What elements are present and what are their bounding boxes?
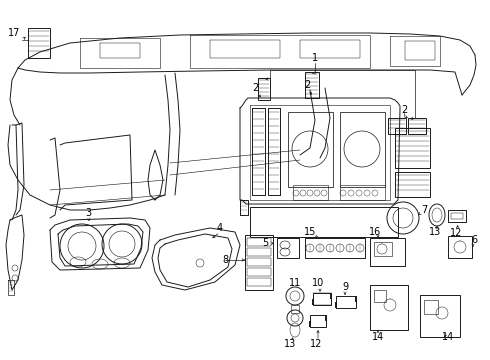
Bar <box>370 238 405 266</box>
Bar <box>291 305 299 313</box>
Bar <box>370 285 408 330</box>
Text: 14: 14 <box>372 332 384 342</box>
Bar <box>336 296 356 308</box>
Bar <box>293 185 328 200</box>
Text: 1: 1 <box>312 53 318 63</box>
Text: 16: 16 <box>369 227 381 237</box>
Bar <box>340 185 385 200</box>
Bar <box>305 72 319 98</box>
Text: 8: 8 <box>222 255 228 265</box>
Text: 12: 12 <box>450 228 462 238</box>
Bar <box>247 278 271 286</box>
Text: 13: 13 <box>284 339 296 349</box>
Bar <box>258 78 270 100</box>
Text: 11: 11 <box>289 278 301 288</box>
Bar <box>408 118 426 134</box>
Bar <box>305 238 365 258</box>
Bar <box>451 213 463 219</box>
Text: 15: 15 <box>304 227 316 237</box>
Bar <box>277 238 299 258</box>
Text: 2: 2 <box>252 83 258 93</box>
Text: 9: 9 <box>342 282 348 292</box>
Text: 7: 7 <box>421 205 427 215</box>
Text: 14: 14 <box>442 332 454 342</box>
Text: 2: 2 <box>401 105 407 115</box>
Bar <box>310 315 326 327</box>
Bar <box>245 235 273 290</box>
Bar <box>448 210 466 222</box>
Bar <box>247 268 271 276</box>
Text: 3: 3 <box>85 208 91 218</box>
Bar <box>374 290 386 302</box>
Text: 17: 17 <box>8 28 20 38</box>
Text: 12: 12 <box>310 339 322 349</box>
Bar <box>420 295 460 337</box>
Bar <box>313 293 331 305</box>
Text: 2: 2 <box>304 80 310 90</box>
Bar <box>448 236 472 258</box>
Bar <box>395 172 430 197</box>
Bar <box>247 248 271 256</box>
Text: 4: 4 <box>217 223 223 233</box>
Bar <box>395 128 430 168</box>
Bar <box>250 207 398 237</box>
Bar <box>340 112 385 187</box>
Text: 13: 13 <box>429 227 441 237</box>
Bar <box>424 300 438 314</box>
Bar <box>288 112 333 187</box>
Bar <box>374 242 392 256</box>
Bar <box>388 118 406 134</box>
Bar <box>247 258 271 266</box>
Text: 5: 5 <box>262 238 268 248</box>
Bar <box>247 238 271 246</box>
Bar <box>28 28 50 58</box>
Text: 10: 10 <box>312 278 324 288</box>
Text: 6: 6 <box>471 235 477 245</box>
